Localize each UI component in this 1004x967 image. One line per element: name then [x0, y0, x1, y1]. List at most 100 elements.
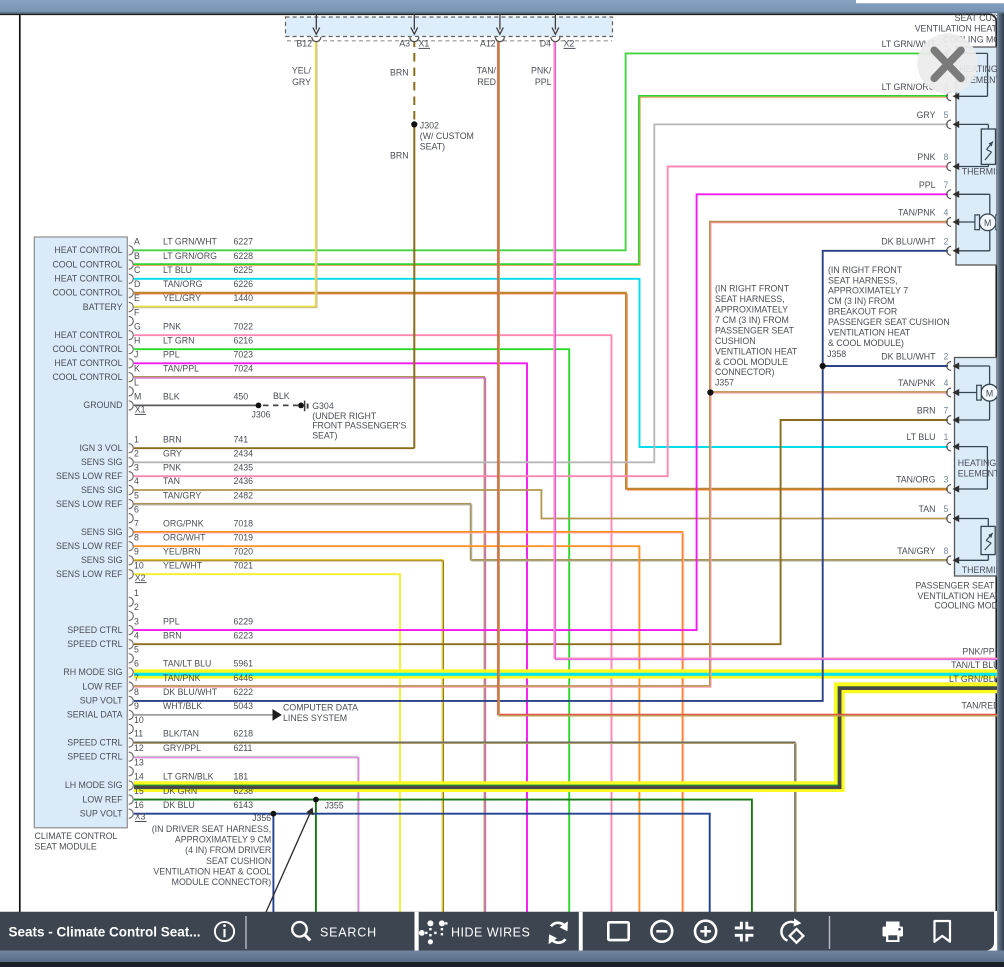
svg-text:ORG/WHT: ORG/WHT	[163, 532, 206, 542]
svg-text:X2: X2	[135, 573, 146, 583]
svg-text:PPL: PPL	[535, 77, 552, 87]
svg-text:BREAKOUT FOR: BREAKOUT FOR	[828, 307, 897, 317]
svg-text:BRN: BRN	[390, 151, 409, 161]
svg-text:3: 3	[134, 462, 139, 472]
svg-text:TAN: TAN	[919, 504, 936, 514]
svg-text:F: F	[134, 307, 140, 317]
svg-text:BRN: BRN	[917, 406, 936, 416]
svg-text:YEL/BRN: YEL/BRN	[163, 547, 201, 557]
svg-text:1: 1	[134, 434, 139, 444]
svg-text:TAN/PNK: TAN/PNK	[898, 208, 936, 218]
svg-text:5043: 5043	[234, 701, 254, 711]
svg-text:VENTILATION HEAT: VENTILATION HEAT	[828, 328, 911, 338]
svg-text:SEAT): SEAT)	[420, 142, 445, 152]
svg-text:A12: A12	[480, 39, 496, 49]
svg-text:10: 10	[134, 560, 144, 570]
svg-text:BRN: BRN	[163, 434, 182, 444]
svg-text:CONNECTOR): CONNECTOR)	[715, 367, 775, 377]
svg-text:SEAT): SEAT)	[312, 430, 337, 440]
svg-text:CUSHION: CUSHION	[715, 336, 756, 346]
svg-text:PPL: PPL	[163, 350, 180, 360]
svg-text:TAN/PNK: TAN/PNK	[163, 673, 201, 683]
svg-text:B12: B12	[296, 39, 312, 49]
svg-text:SEARCH: SEARCH	[320, 926, 377, 940]
svg-text:SEAT CUSHION: SEAT CUSHION	[206, 856, 271, 866]
svg-text:WHT/BLK: WHT/BLK	[163, 701, 202, 711]
svg-text:BRN: BRN	[390, 68, 409, 78]
svg-text:MODULE CONNECTOR): MODULE CONNECTOR)	[172, 877, 272, 887]
svg-text:TAN/PPL: TAN/PPL	[163, 363, 199, 373]
svg-text:DK BLU/WHT: DK BLU/WHT	[881, 352, 936, 362]
svg-text:LT GRN/BLK: LT GRN/BLK	[949, 674, 1000, 684]
svg-text:SENS SIG: SENS SIG	[81, 485, 123, 495]
svg-text:PASSENGER SEAT: PASSENGER SEAT	[715, 325, 794, 335]
svg-text:RED: RED	[477, 77, 496, 87]
svg-text:J306: J306	[252, 410, 271, 420]
svg-text:M: M	[984, 218, 991, 228]
svg-text:D: D	[134, 279, 140, 289]
svg-text:SUP VOLT: SUP VOLT	[80, 809, 123, 819]
svg-text:SPEED CTRL: SPEED CTRL	[67, 737, 122, 747]
svg-text:HEAT CONTROL: HEAT CONTROL	[54, 245, 122, 255]
svg-text:G304: G304	[312, 401, 334, 411]
svg-text:APPROXIMATELY 7: APPROXIMATELY 7	[828, 286, 908, 296]
svg-text:APPROXIMATELY 9 CM: APPROXIMATELY 9 CM	[175, 835, 271, 845]
svg-text:LOW REF: LOW REF	[82, 794, 123, 804]
svg-text:DK BLU/WHT: DK BLU/WHT	[881, 236, 936, 246]
svg-text:GRY: GRY	[917, 110, 936, 120]
svg-text:APPROXIMATELY: APPROXIMATELY	[715, 305, 788, 315]
svg-text:SEAT HARNESS,: SEAT HARNESS,	[828, 275, 898, 285]
svg-text:6446: 6446	[234, 673, 254, 683]
svg-text:2434: 2434	[234, 449, 254, 459]
svg-text:DK BLU: DK BLU	[163, 800, 195, 810]
svg-text:8: 8	[944, 546, 949, 556]
svg-text:GROUND: GROUND	[83, 400, 122, 410]
svg-text:LOW REF: LOW REF	[82, 681, 123, 691]
svg-text:DK GRN: DK GRN	[163, 786, 197, 796]
svg-text:8: 8	[944, 152, 949, 162]
svg-text:7018: 7018	[234, 519, 254, 529]
svg-text:SENS SIG: SENS SIG	[81, 527, 123, 537]
svg-text:CM (3 IN) FROM: CM (3 IN) FROM	[828, 296, 894, 306]
svg-text:SPEED CTRL: SPEED CTRL	[67, 639, 122, 649]
svg-text:PNK: PNK	[163, 462, 181, 472]
svg-text:ELEMENT: ELEMENT	[958, 469, 1000, 479]
svg-text:H: H	[134, 335, 140, 345]
svg-text:10: 10	[134, 715, 144, 725]
svg-text:SERIAL DATA: SERIAL DATA	[67, 710, 123, 720]
svg-text:6223: 6223	[234, 630, 254, 640]
svg-text:RH MODE SIG: RH MODE SIG	[63, 667, 122, 677]
svg-text:LT GRN/WHT: LT GRN/WHT	[163, 237, 218, 247]
svg-text:3: 3	[134, 616, 139, 626]
svg-text:GRY: GRY	[163, 449, 182, 459]
svg-text:J356: J356	[252, 813, 271, 823]
svg-text:X3: X3	[135, 812, 146, 822]
svg-text:GRY/PPL: GRY/PPL	[163, 743, 201, 753]
svg-text:LT GRN/WHT: LT GRN/WHT	[882, 39, 937, 49]
svg-text:PASSENGER SEAT CUSHION: PASSENGER SEAT CUSHION	[828, 317, 950, 327]
svg-text:(IN RIGHT FRONT: (IN RIGHT FRONT	[715, 284, 790, 294]
svg-text:16: 16	[134, 800, 144, 810]
svg-text:TAN/GRY: TAN/GRY	[897, 546, 935, 556]
svg-text:SENS LOW REF: SENS LOW REF	[56, 569, 123, 579]
svg-text:A: A	[134, 237, 140, 247]
svg-text:9: 9	[134, 547, 139, 557]
svg-text:E: E	[134, 293, 140, 303]
svg-text:SENS SIG: SENS SIG	[81, 555, 123, 565]
svg-text:BRN: BRN	[163, 630, 182, 640]
svg-text:X2: X2	[564, 39, 575, 49]
svg-text:B: B	[134, 251, 140, 261]
svg-text:(IN DRIVER SEAT HARNESS,: (IN DRIVER SEAT HARNESS,	[152, 824, 271, 834]
svg-text:4: 4	[944, 208, 949, 218]
svg-text:SENS LOW REF: SENS LOW REF	[56, 471, 123, 481]
svg-text:3: 3	[944, 475, 949, 485]
svg-text:181: 181	[234, 772, 249, 782]
svg-text:LT GRN: LT GRN	[163, 335, 194, 345]
svg-text:4: 4	[134, 476, 139, 486]
svg-text:YEL/WHT: YEL/WHT	[163, 560, 203, 570]
svg-text:FRONT PASSENGER'S: FRONT PASSENGER'S	[312, 421, 406, 431]
svg-text:7: 7	[944, 180, 949, 190]
svg-text:5: 5	[944, 504, 949, 514]
svg-text:LT GRN/ORG: LT GRN/ORG	[882, 82, 936, 92]
svg-text:L: L	[134, 378, 139, 388]
